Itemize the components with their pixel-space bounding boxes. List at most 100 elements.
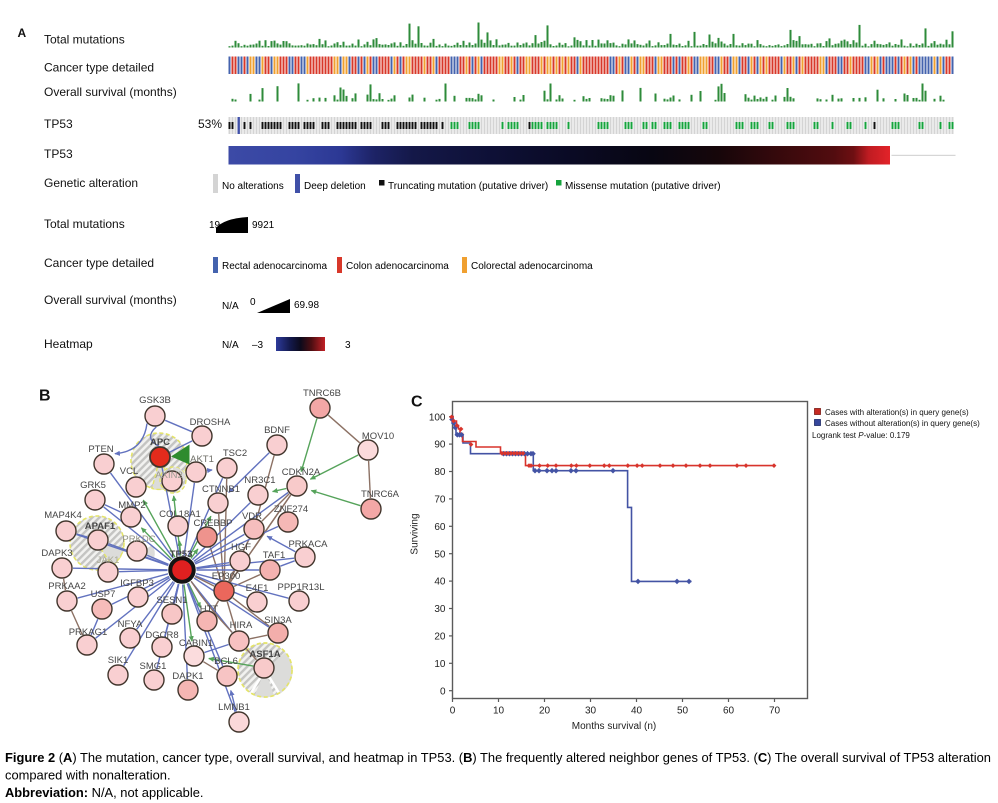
svg-text:Missense mutation (putative dr: Missense mutation (putative driver) (565, 181, 721, 192)
svg-text:USP7: USP7 (91, 589, 116, 600)
svg-text:0: 0 (250, 297, 256, 308)
svg-text:MMP2: MMP2 (118, 500, 145, 511)
svg-text:CABIN1: CABIN1 (179, 638, 213, 649)
svg-text:90: 90 (434, 440, 446, 451)
svg-text:compared with nonalteration.: compared with nonalteration. (5, 768, 171, 783)
svg-text:NFYA: NFYA (118, 619, 143, 630)
svg-text:DAPK3: DAPK3 (41, 548, 72, 559)
svg-text:Cases with alteration(s) in qu: Cases with alteration(s) in query gene(s… (825, 408, 969, 417)
svg-text:Months survival (n): Months survival (n) (572, 721, 656, 732)
svg-text:ASF1A: ASF1A (249, 649, 280, 660)
svg-text:3: 3 (345, 340, 351, 351)
svg-text:50: 50 (434, 549, 446, 560)
svg-text:PRKAA2: PRKAA2 (48, 581, 86, 592)
svg-text:TP53: TP53 (170, 549, 193, 560)
svg-text:100: 100 (429, 412, 446, 423)
svg-text:SIK1: SIK1 (108, 655, 129, 666)
svg-text:SMG1: SMG1 (140, 661, 167, 672)
svg-text:DROSHA: DROSHA (190, 417, 231, 428)
svg-text:Deep deletion: Deep deletion (304, 181, 366, 192)
svg-text:E4F1: E4F1 (246, 583, 269, 594)
svg-text:Cases without alteration(s) in: Cases without alteration(s) in query gen… (825, 419, 980, 428)
svg-text:JAK1: JAK1 (97, 555, 120, 566)
svg-text:PRKDC: PRKDC (122, 534, 155, 545)
svg-text:Abbreviation: N/A, not applica: Abbreviation: N/A, not applicable. (5, 785, 203, 800)
svg-text:Heatmap: Heatmap (44, 337, 93, 351)
svg-text:DGCR8: DGCR8 (145, 630, 178, 641)
svg-text:NR3C1: NR3C1 (244, 475, 275, 486)
svg-text:N/A: N/A (222, 340, 239, 351)
svg-text:HGF: HGF (231, 542, 251, 553)
svg-text:Truncating mutation (putative: Truncating mutation (putative driver) (388, 181, 548, 192)
svg-text:10: 10 (493, 706, 505, 717)
svg-text:PRKAG1: PRKAG1 (69, 627, 108, 638)
svg-text:CDKN2A: CDKN2A (282, 467, 321, 478)
svg-text:20: 20 (434, 632, 446, 643)
svg-text:MAP4K4: MAP4K4 (44, 510, 82, 521)
svg-text:ZNF274: ZNF274 (274, 504, 308, 515)
svg-text:TNRC6B: TNRC6B (303, 388, 341, 399)
svg-text:IGFBP3: IGFBP3 (120, 578, 154, 589)
svg-text:BCL6: BCL6 (214, 656, 238, 667)
svg-text:TNRC6A: TNRC6A (361, 489, 400, 500)
svg-text:N/A: N/A (222, 301, 239, 312)
svg-text:A: A (18, 26, 27, 40)
svg-text:Colon adenocarcinoma: Colon adenocarcinoma (346, 261, 449, 272)
svg-text:Figure 2 (A) The mutation, can: Figure 2 (A) The mutation, cancer type, … (5, 750, 991, 765)
svg-text:19: 19 (209, 220, 221, 231)
svg-text:PRKACA: PRKACA (288, 539, 328, 550)
svg-text:VDR: VDR (242, 511, 262, 522)
svg-text:69.98: 69.98 (294, 300, 319, 311)
svg-text:APC: APC (150, 437, 170, 448)
svg-text:TAF1: TAF1 (263, 550, 286, 561)
svg-text:GRK5: GRK5 (80, 480, 106, 491)
svg-text:70: 70 (434, 495, 446, 506)
svg-text:Logrank test P-value: 0.179: Logrank test P-value: 0.179 (812, 431, 910, 440)
svg-text:60: 60 (434, 522, 446, 533)
svg-text:Colorectal adenocarcinoma: Colorectal adenocarcinoma (471, 261, 593, 272)
svg-text:Cancer type detailed: Cancer type detailed (44, 61, 154, 75)
svg-text:50: 50 (677, 706, 689, 717)
svg-text:0: 0 (450, 706, 456, 717)
svg-text:Total mutations: Total mutations (44, 33, 125, 47)
svg-text:SIN3A: SIN3A (264, 615, 292, 626)
svg-text:20: 20 (539, 706, 551, 717)
svg-text:C: C (411, 394, 423, 411)
svg-text:TSC2: TSC2 (223, 448, 247, 459)
svg-text:80: 80 (434, 467, 446, 478)
svg-text:B: B (39, 388, 51, 405)
svg-text:MOV10: MOV10 (362, 431, 394, 442)
svg-text:30: 30 (434, 604, 446, 615)
svg-text:EP300: EP300 (212, 571, 241, 582)
svg-text:Genetic alteration: Genetic alteration (44, 176, 138, 190)
svg-text:0: 0 (440, 686, 446, 697)
svg-text:53%: 53% (198, 117, 222, 131)
svg-text:Rectal adenocarcinoma: Rectal adenocarcinoma (222, 261, 327, 272)
svg-text:GSK3B: GSK3B (139, 395, 171, 406)
svg-text:30: 30 (585, 706, 597, 717)
svg-text:AKT1: AKT1 (190, 454, 214, 465)
svg-text:HTT: HTT (200, 604, 219, 615)
svg-text:Total mutations: Total mutations (44, 217, 125, 231)
svg-text:9921: 9921 (252, 220, 275, 231)
svg-text:APAF1: APAF1 (85, 521, 116, 532)
svg-text:40: 40 (631, 706, 643, 717)
svg-text:TP53: TP53 (44, 147, 73, 161)
svg-text:SESN1: SESN1 (156, 595, 187, 606)
svg-text:–3: –3 (252, 340, 264, 351)
svg-text:40: 40 (434, 577, 446, 588)
svg-text:PPP1R13L: PPP1R13L (277, 582, 324, 593)
svg-text:Overall survival (months): Overall survival (months) (44, 293, 177, 307)
svg-text:No alterations: No alterations (222, 181, 284, 192)
svg-text:COL18A1: COL18A1 (159, 509, 201, 520)
svg-text:CTNNB1: CTNNB1 (202, 484, 240, 495)
svg-text:60: 60 (723, 706, 735, 717)
svg-text:VCL: VCL (120, 466, 138, 477)
svg-text:CREBBP: CREBBP (193, 518, 232, 529)
svg-text:Overall survival (months): Overall survival (months) (44, 85, 177, 99)
svg-text:BDNF: BDNF (264, 425, 290, 436)
svg-text:TP53: TP53 (44, 117, 73, 131)
svg-text:HIRA: HIRA (230, 620, 253, 631)
svg-text:70: 70 (769, 706, 781, 717)
svg-text:DAPK1: DAPK1 (172, 671, 203, 682)
